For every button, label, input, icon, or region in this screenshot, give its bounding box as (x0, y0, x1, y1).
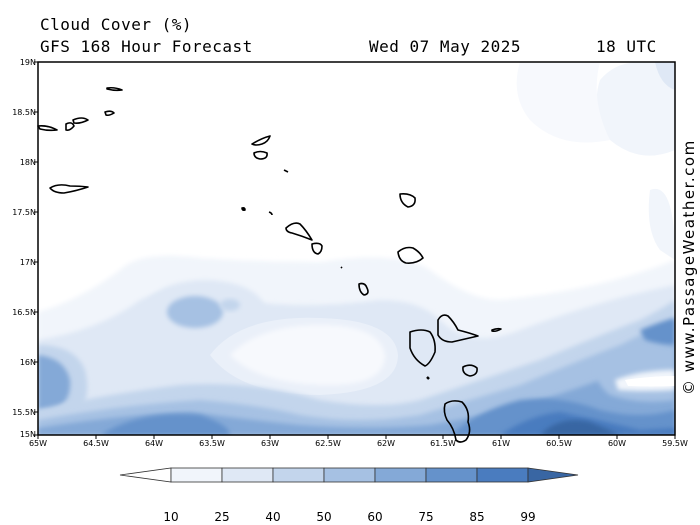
latitude-label: 19N (19, 58, 36, 67)
watermark-text: © www.PassageWeather.com (680, 139, 698, 395)
map-title: Cloud Cover (%) (40, 15, 192, 34)
legend-cell (323, 467, 376, 483)
longitude-label: 59.5W (662, 439, 688, 448)
legend-label: 75 (418, 510, 434, 524)
island-outlines (37, 86, 502, 443)
legend-cell (425, 467, 478, 483)
latitude-label: 15N (19, 430, 36, 439)
longitude-label: 60.5W (546, 439, 572, 448)
legend-cell (476, 467, 529, 483)
latitude-label: 15.5N (12, 408, 36, 417)
legend-label: 60 (367, 510, 383, 524)
longitude-label: 62.5W (315, 439, 341, 448)
longitude-label: 65W (28, 439, 48, 448)
latitude-label: 16N (19, 358, 36, 367)
cloud-cover-map (34, 61, 676, 443)
latitude-label: 18N (19, 158, 36, 167)
forecast-label: GFS 168 Hour Forecast (40, 37, 253, 56)
longitude-label: 61W (491, 439, 511, 448)
latitude-label: 16.5N (12, 308, 36, 317)
longitude-label: 64.5W (83, 439, 109, 448)
longitude-label: 61.5W (430, 439, 456, 448)
longitude-label: 62W (376, 439, 396, 448)
longitude-label: 64W (144, 439, 164, 448)
legend-cell (170, 467, 223, 483)
latitude-label: 17N (19, 258, 36, 267)
legend-cell (221, 467, 274, 483)
legend-label: 25 (214, 510, 230, 524)
latitude-label: 18.5N (12, 108, 36, 117)
forecast-time: 18 UTC (596, 37, 657, 56)
legend-arrow-high (527, 467, 579, 483)
longitude-label: 63W (260, 439, 280, 448)
color-legend (119, 467, 579, 483)
longitude-label: 60W (607, 439, 627, 448)
legend-cell (272, 467, 325, 483)
legend-label: 85 (469, 510, 485, 524)
longitude-label: 63.5W (199, 439, 225, 448)
legend-label: 40 (265, 510, 281, 524)
legend-arrow-low (119, 467, 172, 483)
legend-label: 99 (520, 510, 536, 524)
cloud-field (38, 62, 675, 435)
latitude-label: 17.5N (12, 208, 36, 217)
legend-label: 10 (163, 510, 179, 524)
forecast-date: Wed 07 May 2025 (369, 37, 521, 56)
legend-cell (374, 467, 427, 483)
legend-label: 50 (316, 510, 332, 524)
